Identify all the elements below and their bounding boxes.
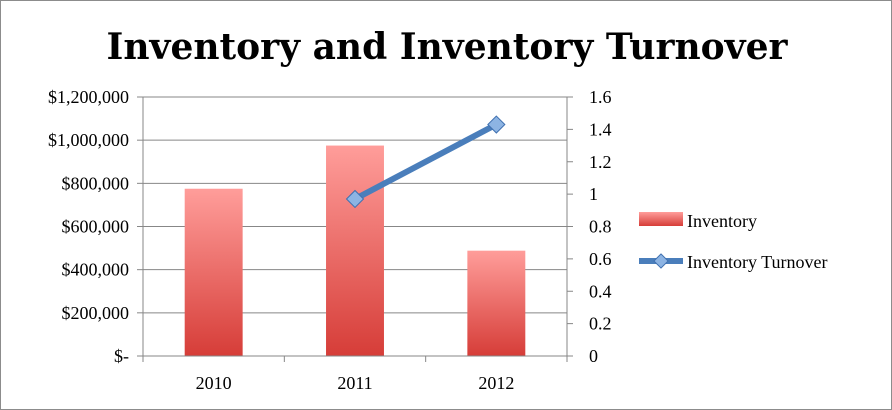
bar-inventory-2010: [184, 188, 243, 356]
right-axis-tick-label: 0.6: [589, 249, 612, 269]
right-axis-tick-label: 1.2: [589, 152, 612, 172]
right-axis-tick-label: 1.6: [589, 87, 612, 107]
chart-title: Inventory and Inventory Turnover: [107, 26, 789, 68]
bar-series: [184, 145, 526, 356]
x-axis-tick-label: 2011: [337, 373, 372, 393]
line-inventory-turnover: [353, 121, 498, 202]
left-axis-tick-label: $400,000: [62, 260, 130, 280]
right-axis-tick-label: 1: [589, 184, 598, 204]
right-axis-tick-label: 0: [589, 346, 598, 366]
right-axis-tick-label: 0.2: [589, 314, 612, 334]
point-turnover-2012: [487, 115, 506, 134]
bar-inventory-2012: [467, 250, 526, 356]
x-axis-tick-label: 2012: [478, 373, 514, 393]
left-axis-tick-label: $-: [114, 346, 129, 366]
left-axis-tick-label: $200,000: [62, 303, 130, 323]
left-axis-tick-label: $800,000: [62, 173, 130, 193]
legend: Inventory Inventory Turnover: [639, 211, 828, 272]
legend-swatch-inventory: [639, 212, 683, 226]
line-series: [345, 115, 506, 209]
legend-label-turnover: Inventory Turnover: [687, 252, 828, 272]
left-axis-tick-label: $1,200,000: [48, 87, 129, 107]
legend-label-inventory: Inventory: [687, 211, 757, 231]
right-axis-tick-label: 0.8: [589, 217, 612, 237]
right-axis-tick-label: 1.4: [589, 119, 612, 139]
left-axis-tick-label: $600,000: [62, 217, 130, 237]
x-axis-tick-label: 2010: [196, 373, 232, 393]
right-axis-tick-label: 0.4: [589, 281, 612, 301]
legend-swatch-turnover-marker: [653, 253, 669, 269]
axes: $- $200,000 $400,000 $600,000 $800,000 $1,000…: [48, 87, 612, 393]
left-axis-tick-label: $1,000,000: [48, 130, 129, 150]
bar-inventory-2011: [326, 145, 384, 356]
point-turnover-2011: [345, 189, 365, 209]
